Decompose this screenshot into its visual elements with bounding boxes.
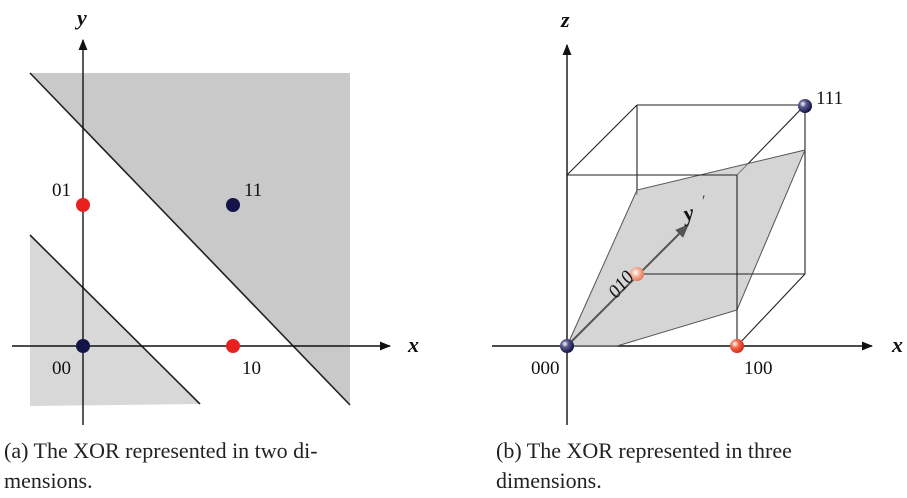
z-axis-label-b: z	[560, 7, 570, 32]
separating-plane	[566, 149, 806, 347]
caption-b: (b) The XOR represented in three dimensi…	[496, 436, 906, 496]
x-axis-label-b: x	[891, 332, 903, 357]
panel-b: z x y ′ 000 100 111 010	[492, 7, 903, 425]
point-100	[730, 339, 744, 353]
point-00	[76, 339, 90, 353]
cube-front-edges	[567, 174, 806, 347]
caption-b-tag: (b)	[496, 438, 522, 463]
point-000	[560, 339, 574, 353]
point-label-00: 00	[52, 358, 71, 379]
panel-a: y x 00 01 10 11	[12, 5, 419, 425]
point-label-000: 000	[531, 358, 560, 379]
caption-b-line2: dimensions.	[496, 468, 602, 493]
cube-back-edges	[566, 104, 806, 274]
x-axis-label-a: x	[407, 332, 419, 357]
point-010	[630, 267, 644, 281]
point-label-11: 11	[244, 180, 262, 201]
y-depth-axis	[566, 224, 689, 347]
point-11	[226, 198, 240, 212]
point-label-111: 111	[816, 88, 843, 109]
y-axis-label-a: y	[74, 5, 87, 30]
caption-a-line2: mensions.	[4, 468, 93, 493]
caption-a-line1: The XOR represented in two di-	[33, 438, 318, 463]
point-label-100: 100	[744, 358, 773, 379]
y-prime-mark: ′	[701, 193, 705, 210]
caption-b-line1: The XOR represented in three	[526, 438, 792, 463]
caption-a: (a) The XOR represented in two di- mensi…	[4, 436, 424, 496]
point-label-01: 01	[52, 180, 71, 201]
point-111	[798, 99, 812, 113]
point-01	[76, 198, 90, 212]
point-label-10: 10	[242, 358, 261, 379]
point-10	[226, 339, 240, 353]
caption-a-tag: (a)	[4, 438, 29, 463]
decision-line-lower	[29, 234, 201, 405]
